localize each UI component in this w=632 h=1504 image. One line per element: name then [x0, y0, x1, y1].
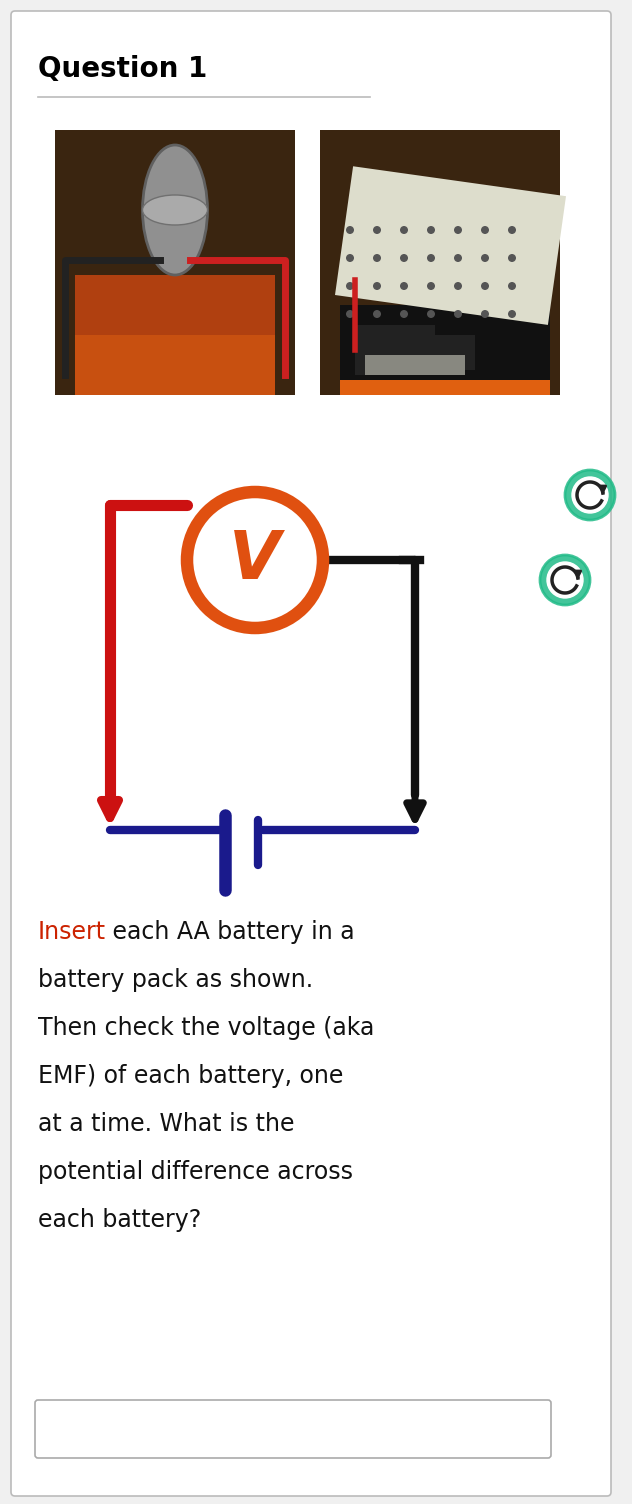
Bar — [335, 167, 566, 325]
Circle shape — [400, 310, 408, 317]
Circle shape — [454, 283, 462, 290]
Text: battery pack as shown.: battery pack as shown. — [38, 969, 313, 993]
Circle shape — [373, 283, 381, 290]
Circle shape — [508, 226, 516, 235]
Circle shape — [373, 254, 381, 262]
Circle shape — [508, 310, 516, 317]
Circle shape — [427, 310, 435, 317]
Circle shape — [400, 254, 408, 262]
Text: potential difference across: potential difference across — [38, 1160, 353, 1184]
Text: Insert: Insert — [38, 920, 106, 945]
Circle shape — [346, 226, 354, 235]
Circle shape — [481, 310, 489, 317]
Circle shape — [508, 283, 516, 290]
Circle shape — [454, 254, 462, 262]
Circle shape — [373, 226, 381, 235]
FancyBboxPatch shape — [35, 1400, 551, 1457]
Bar — [55, 129, 295, 396]
Bar — [75, 335, 275, 396]
FancyBboxPatch shape — [11, 11, 611, 1496]
Circle shape — [346, 254, 354, 262]
Bar — [75, 275, 275, 335]
Circle shape — [547, 562, 583, 599]
Circle shape — [565, 469, 615, 520]
Circle shape — [346, 310, 354, 317]
Ellipse shape — [142, 196, 207, 226]
Bar — [365, 355, 465, 374]
Ellipse shape — [142, 144, 207, 275]
Bar — [320, 129, 560, 396]
Circle shape — [427, 283, 435, 290]
Circle shape — [400, 283, 408, 290]
Circle shape — [481, 226, 489, 235]
Bar — [355, 335, 475, 370]
Text: each AA battery in a: each AA battery in a — [105, 920, 355, 945]
Text: each battery?: each battery? — [38, 1208, 201, 1232]
Text: Question 1: Question 1 — [38, 56, 207, 83]
Circle shape — [346, 283, 354, 290]
Bar — [355, 325, 435, 374]
Text: EMF) of each battery, one: EMF) of each battery, one — [38, 1063, 343, 1087]
Text: V: V — [229, 526, 281, 593]
Text: Then check the voltage (aka: Then check the voltage (aka — [38, 1017, 374, 1039]
Circle shape — [508, 254, 516, 262]
Circle shape — [540, 555, 590, 605]
Circle shape — [481, 283, 489, 290]
Circle shape — [454, 226, 462, 235]
Circle shape — [427, 226, 435, 235]
Circle shape — [454, 310, 462, 317]
Circle shape — [572, 477, 608, 513]
Circle shape — [400, 226, 408, 235]
Bar — [340, 305, 550, 396]
Circle shape — [481, 254, 489, 262]
Text: at a time. What is the: at a time. What is the — [38, 1111, 295, 1136]
Bar — [340, 381, 550, 396]
Circle shape — [373, 310, 381, 317]
Circle shape — [427, 254, 435, 262]
